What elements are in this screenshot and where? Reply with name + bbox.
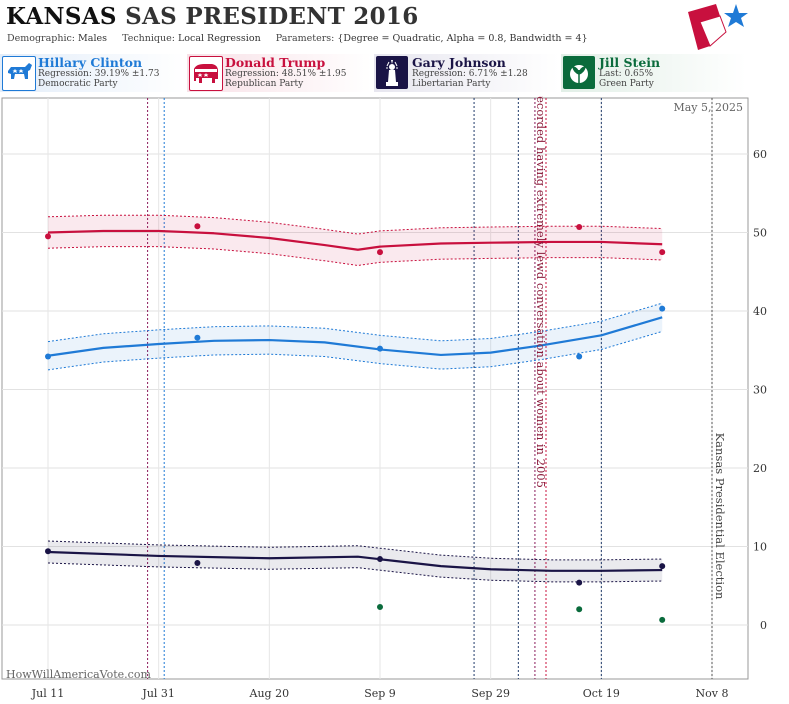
poll-point bbox=[45, 233, 51, 240]
candidate-legend: Hillary Clinton Regression: 39.19% ±1.73… bbox=[0, 54, 789, 94]
elephant-icon bbox=[189, 56, 223, 91]
x-tick-label: Jul 11 bbox=[31, 687, 65, 700]
x-tick-label: Nov 8 bbox=[696, 687, 729, 700]
y-tick-label: 0 bbox=[760, 619, 767, 632]
band-upper-line bbox=[47, 214, 663, 235]
poll-point bbox=[576, 224, 583, 231]
technique-value: Local Regression bbox=[177, 33, 261, 44]
demographic-value: Males bbox=[78, 33, 107, 44]
donkey-icon bbox=[2, 56, 36, 91]
candidate-card-stein: Jill Stein Last: 0.65% Green Party bbox=[561, 54, 746, 92]
candidate-stat: Last: 0.65% bbox=[599, 69, 654, 79]
header: KANSAS SAS PRESIDENT 2016 Demographic: M… bbox=[0, 0, 749, 52]
band-lower-line bbox=[47, 562, 663, 583]
x-tick-label: Sep 29 bbox=[471, 687, 510, 700]
parameters-label: Parameters: bbox=[275, 33, 335, 44]
poll-point bbox=[45, 548, 51, 555]
poll-point bbox=[194, 223, 201, 230]
candidate-stat: Regression: 48.51% ±1.95 bbox=[225, 69, 347, 79]
candidate-name: Jill Stein bbox=[599, 55, 661, 70]
technique-label: Technique: bbox=[122, 33, 175, 44]
title-state: KANSAS bbox=[6, 3, 117, 30]
y-tick-label: 20 bbox=[753, 462, 767, 475]
candidate-stat: Regression: 6.71% ±1.28 bbox=[412, 69, 528, 79]
y-tick-label: 40 bbox=[753, 305, 767, 318]
regression-line bbox=[47, 550, 663, 572]
poll-point bbox=[194, 334, 201, 341]
band-lower-line bbox=[47, 330, 663, 371]
poll-point bbox=[576, 579, 583, 586]
demographic-label: Demographic: bbox=[7, 33, 76, 44]
poll-point bbox=[377, 345, 383, 352]
parameters-value: {Degree = Quadratic, Alpha = 0.8, Bandwi… bbox=[337, 33, 588, 44]
y-tick-label: 10 bbox=[753, 541, 767, 554]
candidate-card-trump: Donald Trump Regression: 48.51% ±1.95 Re… bbox=[187, 54, 372, 92]
candidate-name: Donald Trump bbox=[225, 55, 326, 70]
candidate-party: Republican Party bbox=[225, 79, 304, 89]
poll-point bbox=[659, 305, 666, 312]
x-tick-label: Sep 9 bbox=[364, 687, 396, 700]
poll-point bbox=[377, 249, 383, 256]
page-title: KANSAS SAS PRESIDENT 2016 bbox=[6, 3, 419, 30]
candidate-party: Green Party bbox=[599, 79, 654, 89]
candidate-stat: Regression: 39.19% ±1.73 bbox=[38, 69, 160, 79]
x-tick-label: Aug 20 bbox=[249, 687, 290, 700]
poll-point bbox=[576, 606, 583, 613]
y-tick-label: 30 bbox=[753, 384, 767, 397]
liberty-icon bbox=[376, 56, 408, 89]
earth-flower-icon bbox=[563, 56, 595, 89]
watermark: HowWillAmericaVote.com bbox=[6, 668, 151, 681]
candidate-card-clinton: Hillary Clinton Regression: 39.19% ±1.73… bbox=[0, 54, 185, 92]
poll-point bbox=[377, 603, 383, 610]
poll-point bbox=[194, 559, 201, 566]
plot-frame bbox=[1, 97, 749, 680]
poll-point bbox=[659, 563, 666, 570]
confidence-band bbox=[48, 303, 663, 370]
y-tick-label: 60 bbox=[753, 148, 767, 161]
date-label: May 5, 2025 bbox=[673, 101, 743, 114]
x-tick-label: Oct 19 bbox=[583, 687, 620, 700]
event-annotation: Trump recorded having extremely lewd con… bbox=[534, 96, 548, 488]
regression-line bbox=[47, 316, 663, 357]
poll-point bbox=[576, 353, 583, 360]
site-logo-icon bbox=[688, 4, 748, 50]
band-upper-line bbox=[47, 540, 663, 561]
y-tick-label: 50 bbox=[753, 227, 767, 240]
band-upper-line bbox=[47, 302, 663, 343]
poll-point bbox=[377, 556, 383, 563]
event-annotation: Kansas Presidential Election bbox=[713, 433, 727, 600]
poll-point bbox=[659, 616, 666, 623]
poll-point bbox=[659, 249, 666, 256]
confidence-band bbox=[48, 541, 663, 582]
candidate-name: Gary Johnson bbox=[412, 55, 506, 70]
confidence-band bbox=[48, 215, 663, 266]
candidate-party: Libertarian Party bbox=[412, 79, 491, 89]
regression-line bbox=[47, 229, 663, 251]
subtitle: Demographic: Males Technique: Local Regr… bbox=[7, 33, 588, 44]
poll-chart: 0 10 20 30 40 50 60 Jul 11 Jul 31 Aug 20 Sep 9 Sep … bbox=[1, 96, 767, 700]
band-lower-line bbox=[47, 246, 663, 266]
candidate-card-johnson: Gary Johnson Regression: 6.71% ±1.28 Lib… bbox=[374, 54, 559, 92]
candidate-party: Democratic Party bbox=[38, 79, 118, 89]
x-tick-label: Jul 31 bbox=[141, 687, 175, 700]
poll-point bbox=[45, 353, 51, 360]
candidate-name: Hillary Clinton bbox=[38, 55, 143, 70]
title-rest: SAS PRESIDENT 2016 bbox=[125, 3, 419, 30]
